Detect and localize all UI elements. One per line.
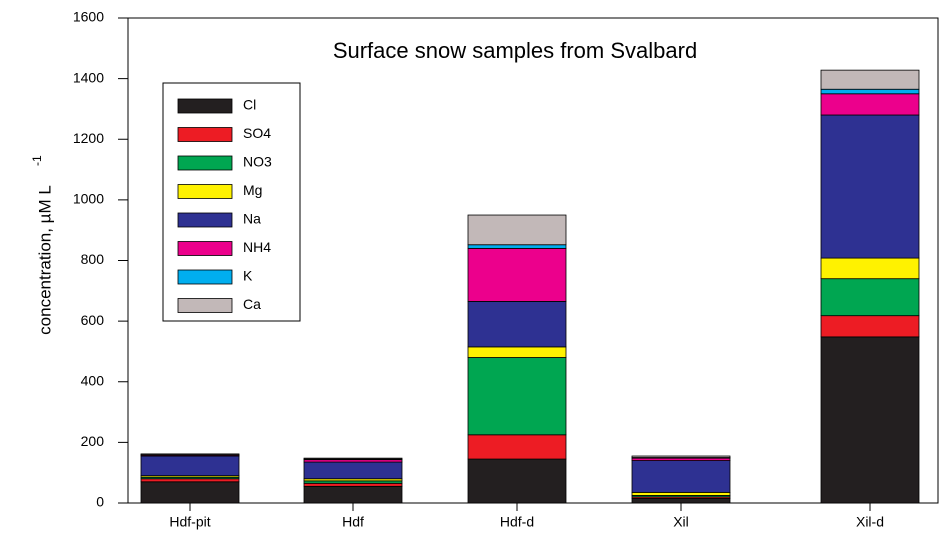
y-tick-label: 1200 <box>73 130 104 146</box>
x-tick-label: Xil-d <box>856 514 884 530</box>
x-tick-label: Hdf <box>342 514 364 530</box>
legend-swatch <box>177 127 233 142</box>
bar-segment <box>140 453 240 456</box>
bar-segment <box>467 458 567 504</box>
bar-segment <box>631 455 731 458</box>
bar-segment <box>303 457 403 460</box>
legend-swatch <box>177 155 233 171</box>
legend-swatch <box>177 98 233 114</box>
y-tick-label: 400 <box>81 372 105 388</box>
x-tick-label: Hdf-pit <box>169 514 210 530</box>
y-tick-label: 0 <box>96 494 104 510</box>
bar-segment <box>140 478 240 483</box>
bar-segment <box>820 88 920 95</box>
x-tick-label: Hdf-d <box>500 514 534 530</box>
y-tick-label: 600 <box>81 312 105 328</box>
legend-label: SO4 <box>243 125 271 141</box>
legend-swatch <box>177 184 233 199</box>
bar-segment <box>140 455 240 477</box>
bar-segment <box>467 214 567 246</box>
bar-segment <box>467 301 567 348</box>
legend-box <box>162 82 301 322</box>
bar-segment <box>820 336 920 504</box>
legend-swatch <box>177 241 233 256</box>
bar-segment <box>631 460 731 493</box>
bar-segment <box>820 257 920 280</box>
legend-swatch <box>177 269 233 285</box>
y-axis-label: concentration, µM L -1 <box>30 155 54 335</box>
bar-segment <box>303 482 403 487</box>
bar-segment <box>303 461 403 480</box>
bar-segment <box>467 244 567 249</box>
bar-segment <box>820 278 920 317</box>
legend-label: Na <box>243 211 261 227</box>
bar-segment <box>820 315 920 338</box>
y-tick-label: 1000 <box>73 191 104 207</box>
bar-segment <box>467 434 567 460</box>
bar-segment <box>820 114 920 259</box>
legend-swatch <box>177 298 233 313</box>
bar-segment <box>631 498 731 504</box>
x-tick-label: Xil <box>673 514 689 530</box>
bar-segment <box>820 93 920 116</box>
y-label-exponent: -1 <box>30 155 44 166</box>
y-tick-label: 1600 <box>73 9 104 25</box>
legend-label: K <box>243 268 253 284</box>
bar-segment <box>467 346 567 358</box>
y-tick-label: 800 <box>81 251 105 267</box>
legend-label: Mg <box>243 182 262 198</box>
y-tick-label: 1400 <box>73 69 104 85</box>
legend-label: Cl <box>243 97 256 113</box>
bar-segment <box>140 481 240 504</box>
y-tick-label: 200 <box>81 433 105 449</box>
bar-segment <box>631 491 731 496</box>
bar-segment <box>467 247 567 302</box>
bar-segment <box>303 485 403 504</box>
legend-swatch <box>177 212 233 228</box>
chart-title: Surface snow samples from Svalbard <box>333 38 697 63</box>
y-label-text: concentration, µM L <box>35 185 54 335</box>
legend-label: NO3 <box>243 154 272 170</box>
legend-label: Ca <box>243 296 261 312</box>
bar-segment <box>820 69 920 90</box>
bar-segment <box>467 357 567 436</box>
legend-label: NH4 <box>243 239 271 255</box>
